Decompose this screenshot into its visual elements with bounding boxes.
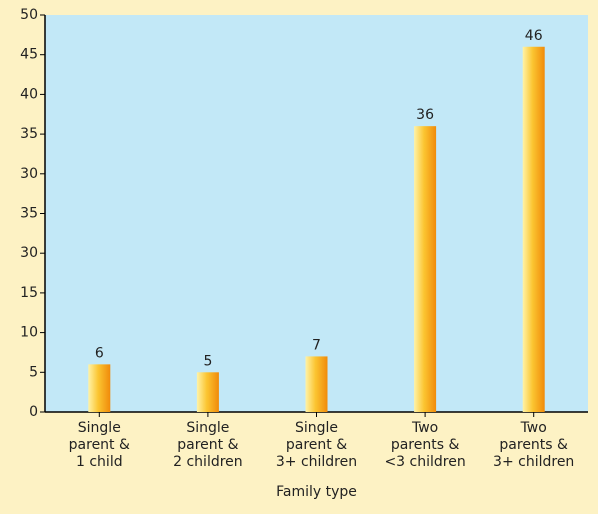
bar [414,126,437,412]
y-tick-label: 35 [20,206,38,222]
y-tick-label: 5 [29,364,38,380]
x-tick-label: Two parents & 3+ children [493,420,575,470]
bar [305,356,328,412]
x-axis-title: Family type [276,484,357,500]
bar [522,46,545,412]
y-tick-label: 15 [20,285,38,301]
data-label: 5 [203,353,212,369]
y-tick-label: 0 [29,404,38,420]
data-label: 7 [312,337,321,353]
y-tick-label: 30 [20,166,38,182]
x-tick-label: Single parent & 1 child [68,420,130,470]
bar [196,372,219,412]
plot-area [45,15,588,412]
data-label: 6 [95,345,104,361]
x-tick-label: Two parents & <3 children [384,420,466,470]
y-tick-label: 10 [20,325,38,341]
x-tick-label: Single parent & 2 children [173,420,243,470]
x-tick-label: Single parent & 3+ children [275,420,358,470]
data-label: 46 [525,28,543,44]
y-tick-label: 45 [20,47,38,63]
y-tick-label: 40 [20,86,38,102]
y-tick-label: 35 [20,126,38,142]
data-label: 36 [416,107,434,123]
y-tick-label: 30 [20,245,38,261]
bar [88,364,111,412]
y-tick-label: 50 [20,7,38,23]
